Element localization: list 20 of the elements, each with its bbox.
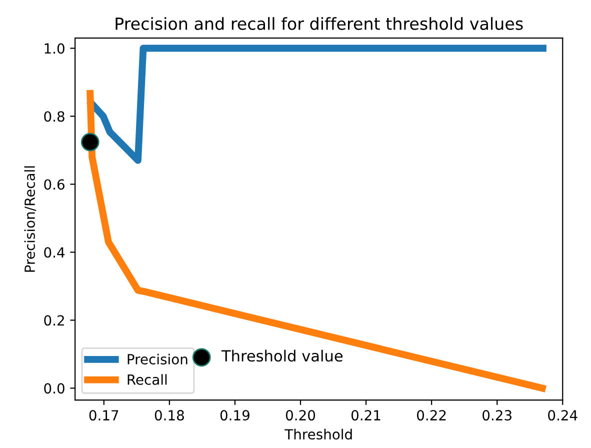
y-tick-label: 0.2	[44, 315, 64, 326]
y-tick-label: 1.0	[44, 43, 64, 54]
y-tick-label: 0.4	[44, 247, 65, 258]
legend-label: Recall	[128, 374, 167, 385]
y-tick-label: 0.6	[44, 179, 64, 190]
chart-title: Precision and recall for different threshold values	[116, 17, 523, 30]
legend-label: Threshold value	[221, 350, 343, 362]
x-tick-label: 0.22	[417, 410, 446, 421]
x-tick-label: 0.19	[220, 410, 250, 421]
x-tick-label: 0.23	[482, 410, 512, 421]
y-tick-label: 0.0	[44, 383, 64, 394]
x-tick-label: 0.18	[154, 410, 184, 421]
x-tick-label: 0.17	[89, 410, 118, 421]
x-tick-label: 0.24	[548, 410, 578, 421]
legend-label: Precision	[128, 354, 188, 364]
y-tick-label: 0.8	[44, 111, 64, 122]
x-tick-label: 0.20	[286, 410, 316, 421]
x-axis-title: Threshold	[284, 428, 352, 440]
x-tick-label: 0.21	[351, 410, 380, 421]
y-axis-title: Precision/Recall	[24, 166, 36, 272]
